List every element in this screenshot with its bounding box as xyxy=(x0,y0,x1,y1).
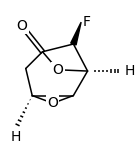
Text: H: H xyxy=(125,64,135,78)
Text: O: O xyxy=(52,63,63,77)
Text: O: O xyxy=(47,96,58,110)
Text: H: H xyxy=(10,130,21,144)
Text: F: F xyxy=(82,15,90,29)
Polygon shape xyxy=(71,22,81,45)
Text: O: O xyxy=(16,19,27,33)
